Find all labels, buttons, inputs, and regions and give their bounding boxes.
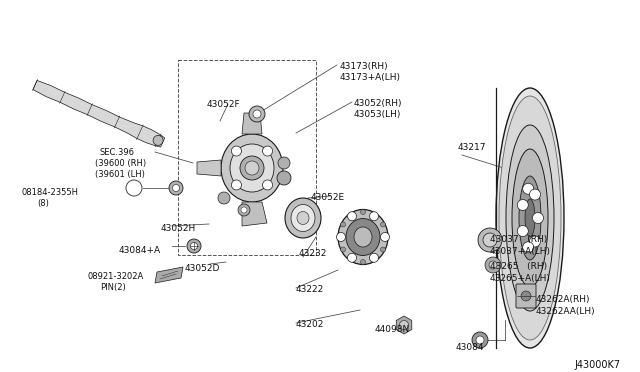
Circle shape bbox=[348, 212, 356, 221]
Text: (39600 (RH): (39600 (RH) bbox=[95, 159, 146, 168]
Ellipse shape bbox=[291, 205, 315, 231]
Circle shape bbox=[173, 185, 179, 192]
Circle shape bbox=[517, 225, 528, 237]
Text: 43037+A(LH): 43037+A(LH) bbox=[490, 247, 551, 256]
Circle shape bbox=[245, 161, 259, 175]
Circle shape bbox=[262, 180, 273, 190]
Text: 43232: 43232 bbox=[299, 249, 328, 258]
Text: 43084: 43084 bbox=[456, 343, 484, 352]
Text: 43173+A(LH): 43173+A(LH) bbox=[340, 73, 401, 82]
Circle shape bbox=[380, 247, 385, 252]
Text: 43052D: 43052D bbox=[185, 264, 220, 273]
Text: (39601 (LH): (39601 (LH) bbox=[95, 170, 145, 179]
Circle shape bbox=[532, 212, 543, 224]
Circle shape bbox=[218, 192, 230, 204]
Circle shape bbox=[232, 146, 241, 156]
Ellipse shape bbox=[354, 227, 372, 247]
Polygon shape bbox=[197, 160, 221, 176]
Circle shape bbox=[485, 257, 501, 273]
Circle shape bbox=[360, 209, 365, 215]
Circle shape bbox=[381, 232, 390, 241]
Circle shape bbox=[238, 204, 250, 216]
Text: PIN(2): PIN(2) bbox=[100, 283, 125, 292]
Circle shape bbox=[153, 135, 163, 145]
Text: 43052E: 43052E bbox=[311, 193, 345, 202]
Text: 43202: 43202 bbox=[296, 320, 324, 329]
Polygon shape bbox=[242, 113, 262, 134]
Circle shape bbox=[529, 189, 541, 200]
Circle shape bbox=[369, 212, 378, 221]
Ellipse shape bbox=[230, 144, 274, 192]
Circle shape bbox=[517, 199, 528, 211]
Ellipse shape bbox=[499, 96, 561, 340]
Ellipse shape bbox=[496, 88, 564, 348]
Text: 43222: 43222 bbox=[296, 285, 324, 294]
Circle shape bbox=[232, 180, 241, 190]
Polygon shape bbox=[155, 267, 183, 283]
Circle shape bbox=[169, 181, 183, 195]
Circle shape bbox=[380, 222, 385, 227]
Circle shape bbox=[369, 253, 378, 262]
Circle shape bbox=[523, 183, 534, 194]
Polygon shape bbox=[396, 316, 412, 334]
Circle shape bbox=[340, 222, 346, 227]
Circle shape bbox=[277, 171, 291, 185]
Ellipse shape bbox=[297, 212, 309, 224]
Circle shape bbox=[483, 233, 497, 247]
Circle shape bbox=[249, 106, 265, 122]
Text: 43084+A: 43084+A bbox=[119, 246, 161, 255]
Text: 43173(RH): 43173(RH) bbox=[340, 62, 388, 71]
Text: 43052(RH): 43052(RH) bbox=[354, 99, 403, 108]
Circle shape bbox=[191, 243, 198, 250]
Circle shape bbox=[241, 207, 247, 213]
Text: SEC.396: SEC.396 bbox=[100, 148, 135, 157]
Text: 43052F: 43052F bbox=[207, 100, 241, 109]
Ellipse shape bbox=[338, 209, 388, 264]
Circle shape bbox=[476, 336, 484, 344]
Text: 08184-2355H: 08184-2355H bbox=[22, 188, 79, 197]
Ellipse shape bbox=[346, 218, 380, 256]
Text: 44098N: 44098N bbox=[375, 325, 410, 334]
Ellipse shape bbox=[525, 199, 535, 237]
Circle shape bbox=[399, 321, 408, 330]
Ellipse shape bbox=[512, 149, 548, 287]
Circle shape bbox=[262, 146, 273, 156]
Text: 43052H: 43052H bbox=[161, 224, 196, 233]
Text: J43000K7: J43000K7 bbox=[574, 360, 620, 370]
Bar bbox=[178, 60, 316, 255]
Circle shape bbox=[489, 261, 497, 269]
Circle shape bbox=[478, 228, 502, 252]
Text: 43217: 43217 bbox=[458, 143, 486, 152]
Text: 43037   (RH): 43037 (RH) bbox=[490, 235, 547, 244]
Circle shape bbox=[337, 232, 346, 241]
Circle shape bbox=[340, 247, 346, 252]
Ellipse shape bbox=[221, 134, 283, 202]
Text: 43053(LH): 43053(LH) bbox=[354, 110, 401, 119]
FancyBboxPatch shape bbox=[516, 284, 536, 308]
Circle shape bbox=[360, 260, 365, 264]
Ellipse shape bbox=[506, 125, 554, 311]
Ellipse shape bbox=[285, 198, 321, 238]
Circle shape bbox=[529, 236, 541, 247]
Circle shape bbox=[240, 156, 264, 180]
Text: (8): (8) bbox=[37, 199, 49, 208]
Circle shape bbox=[187, 239, 201, 253]
Text: 43262A(RH): 43262A(RH) bbox=[536, 295, 591, 304]
Ellipse shape bbox=[519, 176, 541, 260]
Circle shape bbox=[472, 332, 488, 348]
Circle shape bbox=[278, 157, 290, 169]
Polygon shape bbox=[242, 202, 267, 226]
Circle shape bbox=[523, 242, 534, 253]
Text: 43265+A(LH): 43265+A(LH) bbox=[490, 274, 551, 283]
Text: 43265   (RH): 43265 (RH) bbox=[490, 262, 547, 271]
Polygon shape bbox=[33, 80, 164, 147]
Text: 08921-3202A: 08921-3202A bbox=[88, 272, 144, 281]
Text: 43262AA(LH): 43262AA(LH) bbox=[536, 307, 596, 316]
Circle shape bbox=[521, 291, 531, 301]
Circle shape bbox=[253, 110, 261, 118]
Circle shape bbox=[348, 253, 356, 262]
